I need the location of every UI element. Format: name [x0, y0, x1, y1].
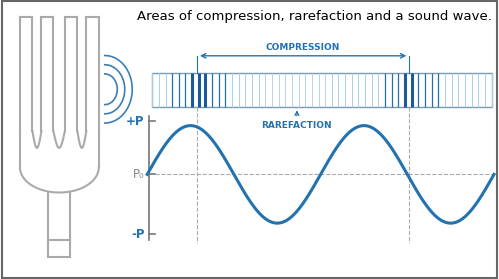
- Text: COMPRESSION: COMPRESSION: [266, 43, 340, 52]
- Text: P₀: P₀: [133, 168, 145, 181]
- Text: Areas of compression, rarefaction and a sound wave.: Areas of compression, rarefaction and a …: [137, 10, 492, 23]
- Bar: [152, 73, 492, 107]
- Bar: [48, 240, 70, 257]
- Text: -P: -P: [131, 228, 145, 241]
- Text: RAREFACTION: RAREFACTION: [261, 121, 332, 130]
- Text: +P: +P: [126, 115, 145, 128]
- Bar: [152, 73, 492, 107]
